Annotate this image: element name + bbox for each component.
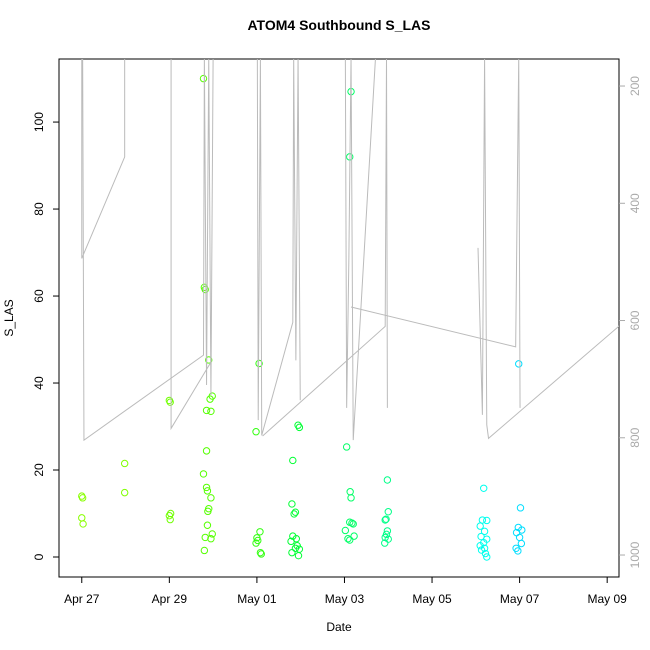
data-point — [635, 530, 641, 536]
data-point — [165, 511, 174, 520]
x-axis-label: Date — [326, 620, 352, 634]
y2-tick-label: 200 — [628, 76, 642, 96]
data-point — [629, 533, 635, 539]
y2-tick-label: 600 — [628, 310, 642, 330]
data-point — [348, 519, 356, 527]
data-point — [200, 546, 209, 555]
data-point — [480, 527, 489, 536]
data-point — [347, 494, 355, 502]
data-point — [166, 398, 174, 406]
data-point — [288, 548, 296, 557]
x-tick-label: May 07 — [500, 592, 540, 606]
data-point — [256, 528, 264, 536]
y-tick-label: 60 — [32, 289, 46, 303]
data-point — [202, 406, 211, 415]
y-tick-label: 80 — [32, 202, 46, 216]
data-point — [483, 516, 491, 525]
data-point — [206, 395, 214, 403]
data-point — [289, 456, 297, 465]
data-point — [515, 360, 523, 368]
data-point — [199, 74, 208, 83]
data-point — [288, 500, 296, 508]
data-point — [346, 536, 354, 544]
x-tick-label: May 03 — [325, 592, 365, 606]
data-point — [294, 551, 303, 560]
y-axis-label: S_LAS — [2, 299, 16, 336]
y2-tick-label: 1000 — [628, 541, 642, 568]
data-point — [381, 516, 389, 524]
data-point — [481, 549, 490, 558]
data-point — [201, 285, 209, 294]
data-point — [120, 459, 129, 468]
data-point — [78, 494, 87, 502]
data-point — [514, 547, 522, 555]
data-point — [632, 531, 638, 537]
data-point — [295, 423, 304, 432]
data-point — [342, 443, 351, 451]
data-point — [517, 539, 526, 548]
x-tick-label: Apr 29 — [152, 592, 188, 606]
data-point — [349, 520, 357, 528]
data-point — [383, 476, 392, 484]
data-point — [202, 447, 211, 455]
data-point — [344, 535, 352, 543]
data-point — [291, 508, 300, 516]
data-point — [78, 514, 86, 522]
data-point — [515, 533, 524, 542]
data-point — [383, 527, 392, 535]
y-tick-label: 0 — [32, 553, 46, 560]
data-point — [166, 515, 174, 524]
data-point — [252, 539, 260, 547]
data-point — [255, 359, 263, 368]
y-tick-label: 40 — [32, 376, 46, 390]
data-point — [628, 528, 634, 534]
data-point — [199, 470, 208, 478]
x-tick-label: May 09 — [587, 592, 627, 606]
y2-tick-label: 400 — [628, 193, 642, 213]
data-point — [207, 494, 215, 502]
y-tick-label: 20 — [32, 463, 46, 477]
data-point — [203, 521, 212, 529]
data-point — [346, 488, 354, 496]
data-point — [384, 508, 392, 516]
data-point — [202, 483, 211, 492]
plot-area — [78, 59, 641, 561]
data-point — [208, 530, 216, 538]
data-point — [203, 487, 212, 495]
data-point — [382, 515, 390, 523]
data-point — [634, 536, 640, 542]
data-point — [257, 550, 265, 558]
data-point — [480, 484, 488, 492]
data-point — [252, 428, 260, 436]
x-tick-label: Apr 27 — [64, 592, 100, 606]
data-point — [207, 407, 215, 415]
data-point — [204, 507, 212, 516]
x-tick-label: May 05 — [412, 592, 452, 606]
data-point — [79, 520, 87, 528]
y-tick-label: 100 — [32, 112, 46, 132]
data-point — [290, 510, 298, 518]
data-point — [350, 532, 358, 540]
y2-tick-label: 800 — [628, 427, 642, 447]
data-point — [207, 535, 215, 543]
data-point — [341, 526, 350, 535]
data-point — [120, 488, 129, 497]
data-point — [381, 539, 389, 547]
chart-title: ATOM4 Southbound S_LAS — [247, 17, 430, 33]
plot-frame — [58, 58, 620, 578]
data-point — [476, 522, 484, 530]
data-point — [205, 356, 213, 364]
profile-line — [81, 59, 619, 442]
data-point — [256, 548, 265, 557]
data-point — [516, 504, 525, 512]
data-point — [630, 529, 636, 535]
x-tick-label: May 01 — [237, 592, 277, 606]
data-point — [483, 553, 491, 561]
data-point — [287, 537, 295, 546]
